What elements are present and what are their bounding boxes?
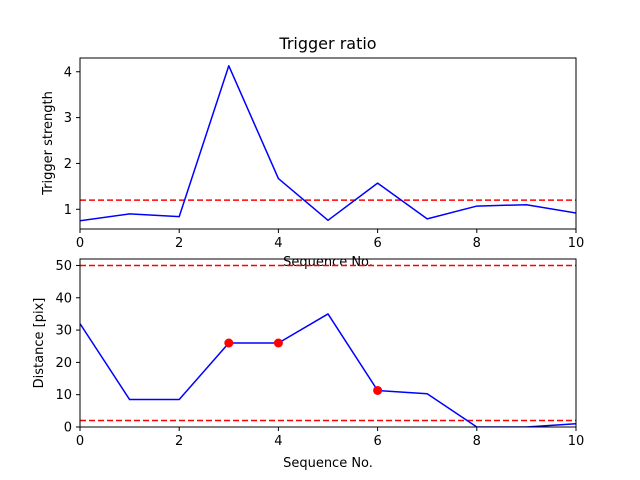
bottom-y-tick-label-3: 30 [55, 324, 72, 339]
bottom-marker-point-2 [373, 385, 383, 395]
bottom-y-tick-label-2: 20 [55, 356, 72, 371]
bottom-x-tick-label-5: 10 [568, 434, 585, 449]
bottom-x-tick-label-3: 6 [373, 434, 381, 449]
top-xlabel: Sequence No. [283, 255, 373, 270]
top-y-tick-label-0: 1 [64, 203, 72, 218]
bottom-axes-frame [79, 258, 577, 428]
trigger-ratio-panel: Trigger ratio Trigger strength Sequence … [41, 34, 584, 270]
bottom-x-tick-label-4: 8 [473, 434, 481, 449]
top-chart-title: Trigger ratio [278, 34, 376, 53]
bottom-y-tick-label-1: 10 [55, 388, 72, 403]
bottom-marker-point-0 [224, 338, 234, 348]
top-axes-frame [79, 57, 577, 230]
top-x-tick-label-4: 8 [473, 236, 481, 251]
bottom-y-tick-label-4: 40 [55, 291, 72, 306]
bottom-marker-point-1 [273, 338, 283, 348]
top-x-tick-label-3: 6 [373, 236, 381, 251]
top-x-tick-label-1: 2 [175, 236, 183, 251]
distance-panel: Distance [pix] Sequence No. 0 2 4 6 8 10 0 10 20… [32, 258, 584, 471]
top-y-tick-label-2: 3 [64, 111, 72, 126]
top-y-tick-label-3: 4 [64, 65, 72, 80]
bottom-x-tick-label-0: 0 [76, 434, 84, 449]
bottom-series-line-0 [80, 313, 576, 427]
top-y-tick-label-1: 2 [64, 157, 72, 172]
top-ylabel: Trigger strength [41, 91, 56, 196]
top-series-line-0 [80, 65, 576, 222]
top-x-tick-label-5: 10 [568, 236, 585, 251]
bottom-x-tick-label-2: 4 [274, 434, 282, 449]
bottom-ylabel: Distance [pix] [32, 298, 47, 389]
bottom-y-tick-label-0: 0 [64, 421, 72, 436]
top-x-tick-label-0: 0 [76, 236, 84, 251]
top-x-tick-label-2: 4 [274, 236, 282, 251]
bottom-xlabel: Sequence No. [283, 456, 373, 471]
bottom-y-tick-label-5: 50 [55, 259, 72, 274]
bottom-plot-area: 0 2 4 6 8 10 0 10 20 30 40 50 [55, 259, 584, 449]
bottom-x-tick-label-1: 2 [175, 434, 183, 449]
